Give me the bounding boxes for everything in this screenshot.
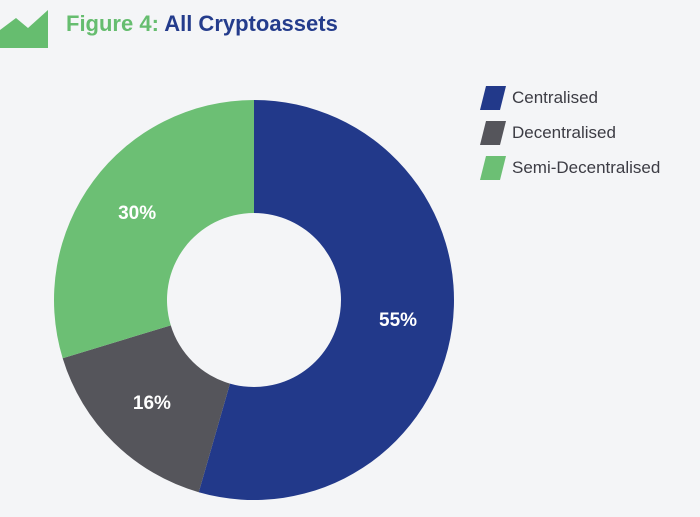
slice-label-decentralised: 16% bbox=[133, 393, 171, 414]
legend-label-centralised: Centralised bbox=[512, 88, 598, 107]
figure-label: Figure 4: bbox=[66, 11, 159, 36]
legend-item-semi-decentralised: Semi-Decentralised bbox=[480, 156, 660, 180]
slice-semi-decentralised bbox=[53, 100, 254, 359]
slice-label-semi-decentralised: 30% bbox=[118, 203, 156, 224]
trend-logo-icon bbox=[0, 10, 48, 48]
legend-swatch-semi-decentralised bbox=[480, 156, 506, 180]
legend-item-centralised: Centralised bbox=[480, 86, 660, 110]
legend-label-semi-decentralised: Semi-Decentralised bbox=[512, 158, 661, 177]
legend: Centralised Decentralised Semi-Decentral… bbox=[480, 86, 660, 191]
legend-item-decentralised: Decentralised bbox=[480, 121, 660, 145]
legend-label-decentralised: Decentralised bbox=[512, 123, 616, 142]
legend-swatch-centralised bbox=[480, 86, 506, 110]
figure-title: All Cryptoassets bbox=[164, 11, 338, 36]
slice-label-centralised: 55% bbox=[379, 310, 417, 331]
slice-decentralised bbox=[62, 325, 230, 493]
legend-swatch-decentralised bbox=[480, 121, 506, 145]
chart-title: Figure 4: All Cryptoassets bbox=[66, 11, 338, 37]
slice-centralised bbox=[198, 100, 454, 500]
